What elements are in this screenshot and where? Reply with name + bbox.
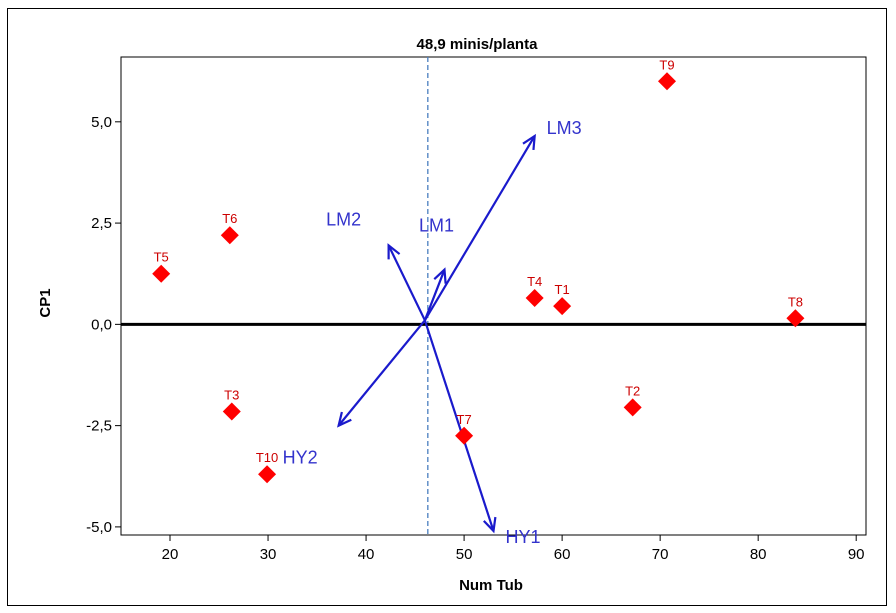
point-t2 [623,398,642,417]
vector-line-hy1 [423,319,495,532]
x-axis-ticks: 20 30 40 50 60 70 80 90 [162,535,865,563]
vector-arrowhead-hy2 [337,411,352,428]
plot-area [120,56,867,536]
point-label-t8: T8 [788,294,803,309]
x-axis-label: Num Tub [459,577,523,594]
point-t10 [258,465,277,484]
y-tick-label: 0,0 [91,316,112,333]
point-label-t5: T5 [154,250,169,265]
y-axis-ticks: -5,0 -2,5 0,0 2,5 5,0 [86,114,121,536]
point-label-t7: T7 [457,412,472,427]
point-label-t6: T6 [222,211,237,226]
y-tick-label: 5,0 [91,114,112,131]
point-label-t10: T10 [256,450,278,465]
point-label-t9: T9 [659,57,674,72]
vector-label-lm2: LM2 [326,209,361,229]
vector-arrowhead-lm3 [522,133,536,151]
x-tick-label: 60 [554,546,571,563]
x-tick-label: 80 [750,546,767,563]
x-tick-label: 90 [848,546,865,563]
point-label-t1: T1 [555,282,570,297]
point-t5 [152,264,171,283]
vector-arrowhead-lm2 [387,243,401,260]
treatment-points: T1 T2 T3 T4 T5 T6 T7 T8 T9 T10 [152,57,805,484]
point-t8 [786,309,805,328]
x-tick-label: 50 [456,546,473,563]
x-tick-label: 30 [260,546,277,563]
chart-title: 48,9 minis/planta [417,36,539,53]
point-t3 [222,402,241,421]
point-label-t4: T4 [527,274,542,289]
y-tick-label: -5,0 [86,519,112,536]
loading-vectors: LM1 LM2 LM3 HY1 HY2 [283,118,582,547]
reference-lines [121,57,866,535]
vector-label-hy1: HY1 [506,527,541,547]
vector-line-lm2 [387,244,426,321]
chart-frame [7,8,887,606]
y-tick-label: -2,5 [86,418,112,435]
y-axis-label: CP1 [37,288,54,317]
y-tick-label: 2,5 [91,215,112,232]
x-tick-label: 20 [162,546,179,563]
vector-line-lm3 [423,135,536,321]
point-t6 [220,226,239,245]
x-tick-label: 70 [652,546,669,563]
vector-label-lm3: LM3 [547,118,582,138]
vector-label-lm1: LM1 [419,216,454,236]
point-t7 [455,426,474,445]
vector-line-hy2 [337,319,426,427]
vector-label-hy2: HY2 [283,448,318,468]
point-t9 [658,72,677,91]
point-label-t3: T3 [224,387,239,402]
point-t4 [525,289,544,308]
point-label-t2: T2 [625,383,640,398]
vector-arrowhead-hy1 [483,516,497,534]
x-tick-label: 40 [358,546,375,563]
point-t1 [553,297,572,316]
vector-arrowhead-lm1 [433,267,447,284]
vector-line-lm1 [423,269,446,321]
